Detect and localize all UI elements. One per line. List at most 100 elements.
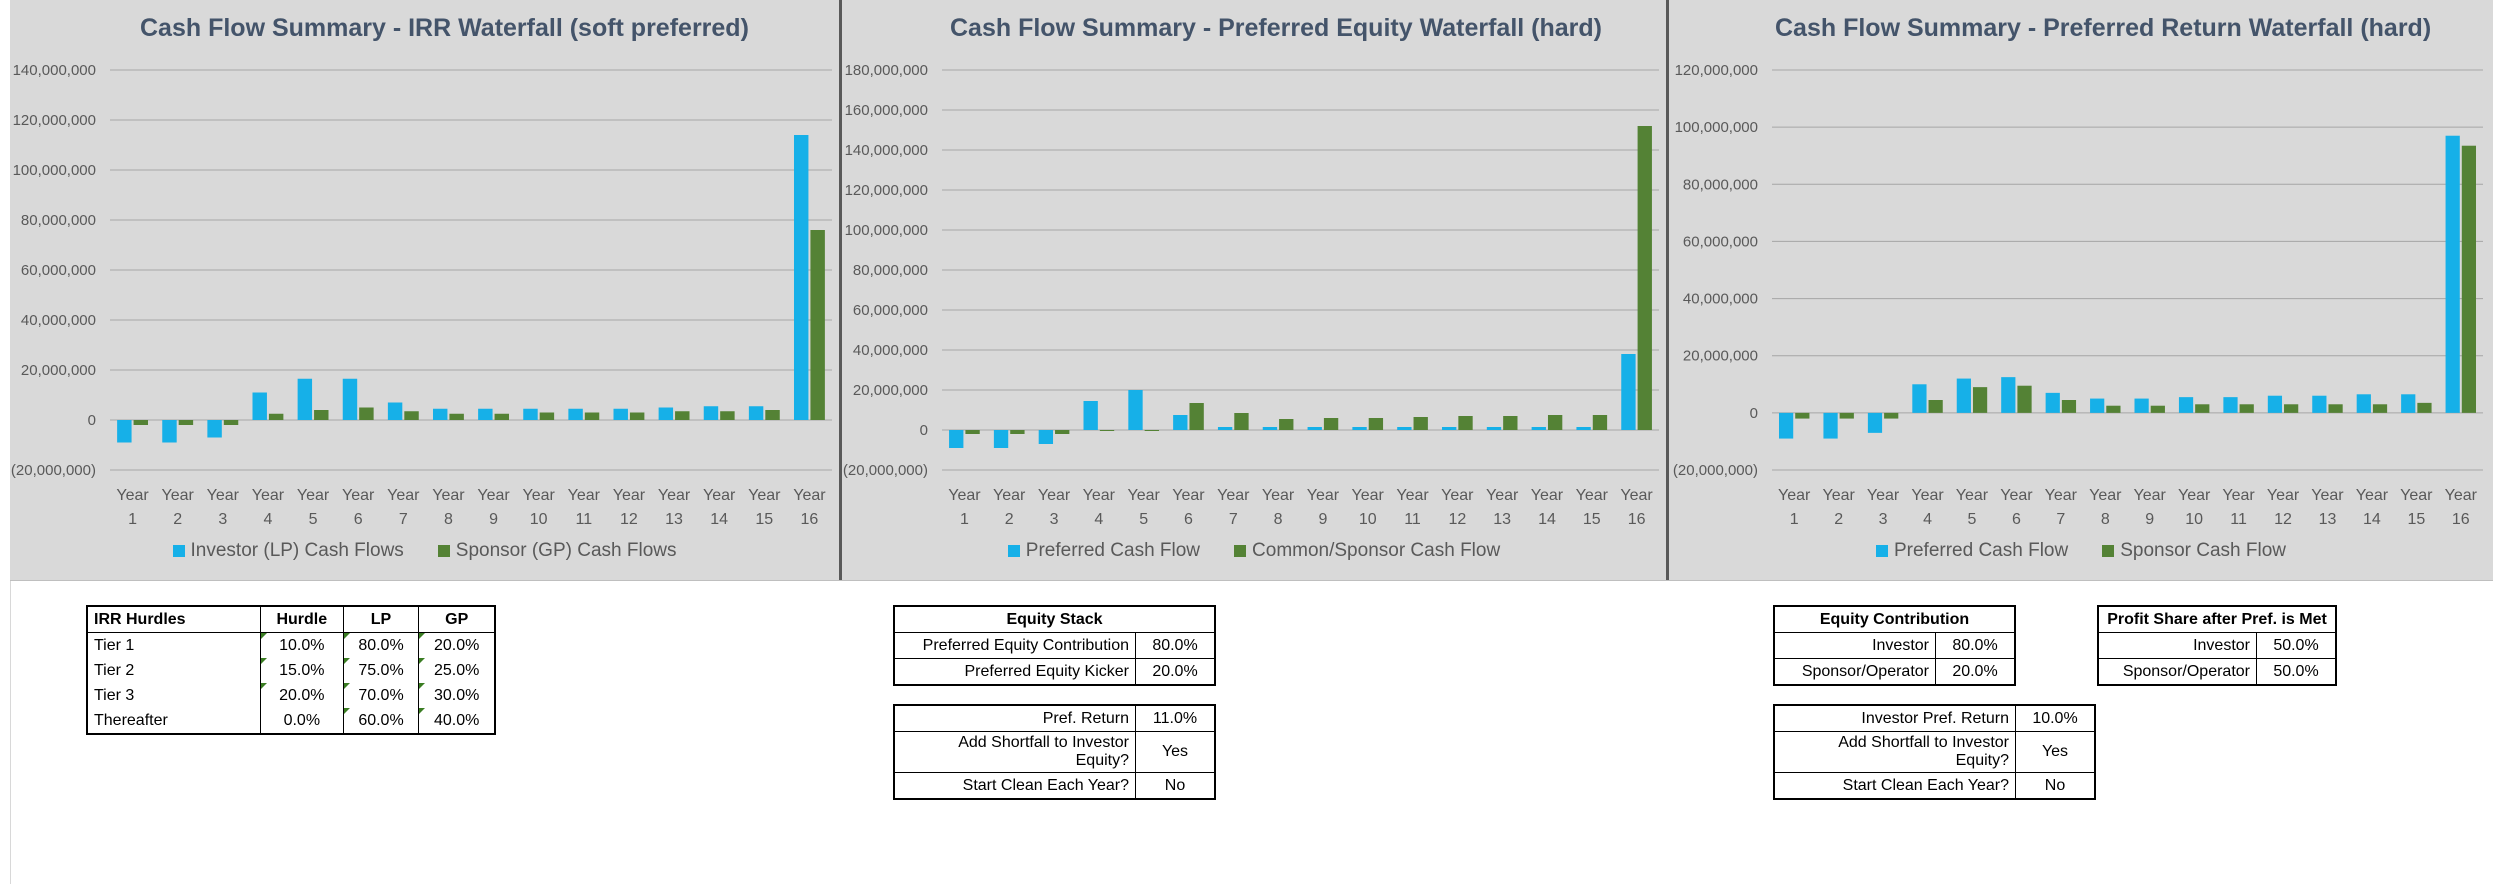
investor-pref-return-label: Investor Pref. Return: [1775, 706, 2016, 732]
x-tick-label: Year: [297, 487, 330, 504]
y-tick-label: 120,000,000: [13, 112, 96, 129]
x-tick-label: Year: [1822, 487, 1855, 504]
bar-series2: [223, 420, 239, 425]
start-clean-value[interactable]: No: [2044, 776, 2066, 794]
x-tick-label: 6: [354, 511, 363, 528]
y-tick-label: 160,000,000: [845, 102, 928, 119]
hurdle-cell[interactable]: 0.0%: [260, 708, 344, 733]
chart-plot: 180,000,000160,000,000140,000,000120,000…: [843, 62, 1659, 528]
bar-series1: [568, 408, 583, 420]
y-tick-label: 120,000,000: [845, 182, 928, 199]
bar-series2: [494, 413, 510, 420]
investor-value[interactable]: 80.0%: [1935, 632, 2014, 659]
bar-series1: [2223, 397, 2238, 413]
bar-series1: [2356, 394, 2371, 413]
equity-contribution-table: Equity Contribution Investor 80.0% Spons…: [1773, 605, 2016, 686]
add-shortfall-value[interactable]: Yes: [1135, 731, 1214, 773]
investor-value[interactable]: 50.0%: [2256, 632, 2335, 659]
hurdle-cell[interactable]: 10.0%: [260, 632, 344, 658]
sponsor-value[interactable]: 50.0%: [2273, 662, 2319, 680]
x-tick-label: Year: [2222, 487, 2255, 504]
bar-series2: [2150, 405, 2165, 413]
bar-series2: [404, 411, 419, 420]
lp-cell[interactable]: 75.0%: [343, 658, 420, 683]
legend-swatch-icon: [1007, 545, 1020, 557]
legend-item-preferred: Preferred Cash Flow: [1875, 540, 2068, 562]
bar-series2: [675, 411, 690, 420]
bar-series2: [1234, 413, 1249, 430]
x-tick-label: 4: [1923, 511, 1932, 528]
chart-title: Cash Flow Summary - Preferred Return Wat…: [1775, 14, 2432, 42]
x-tick-label: 4: [1094, 511, 1103, 528]
investor-pref-return-value[interactable]: 10.0%: [2015, 706, 2094, 732]
x-tick-label: 9: [2145, 511, 2154, 528]
irr-hurdles-table: IRR Hurdles Hurdle LP GP Tier 1 10.0% 80…: [86, 605, 496, 735]
bar-series1: [658, 407, 674, 420]
x-tick-label: 12: [620, 511, 638, 528]
x-tick-label: 8: [2101, 511, 2110, 528]
x-tick-label: Year: [1441, 487, 1474, 504]
bar-series1: [1352, 427, 1367, 430]
bar-series2: [1795, 412, 1810, 419]
x-tick-label: 1: [960, 511, 969, 528]
x-tick-label: 3: [1050, 511, 1059, 528]
sponsor-value[interactable]: 20.0%: [1952, 662, 1998, 680]
bar-series2: [1928, 400, 1943, 413]
hurdle-cell[interactable]: 15.0%: [260, 658, 344, 683]
x-tick-label: Year: [2267, 487, 2300, 504]
x-tick-label: Year: [432, 487, 465, 504]
x-tick-label: Year: [2311, 487, 2344, 504]
bar-series1: [2090, 398, 2105, 413]
x-tick-label: 5: [1968, 511, 1977, 528]
gp-cell[interactable]: 25.0%: [418, 658, 494, 683]
y-tick-label: (20,000,000): [843, 462, 928, 479]
bar-series1: [2045, 392, 2060, 413]
pref-return-value[interactable]: 11.0%: [1135, 706, 1214, 732]
sponsor-label: Sponsor/Operator: [1775, 658, 1936, 684]
y-tick-label: 140,000,000: [13, 62, 96, 79]
legend-label: Preferred Cash Flow: [1025, 540, 1201, 561]
hurdle-cell[interactable]: 20.0%: [260, 683, 344, 708]
y-tick-label: 100,000,000: [845, 222, 928, 239]
y-tick-label: 60,000,000: [853, 302, 928, 319]
investor-pref-settings-table: Investor Pref. Return 10.0% Add Shortfal…: [1773, 704, 2096, 800]
bar-series1: [342, 378, 358, 420]
y-tick-label: 100,000,000: [1675, 119, 1758, 136]
lp-cell[interactable]: 70.0%: [343, 683, 420, 708]
start-clean-value[interactable]: No: [1164, 776, 1186, 794]
chart-preferred-equity-waterfall[interactable]: Cash Flow Summary - Preferred Equity Wat…: [842, 0, 1669, 580]
chart-preferred-return-waterfall[interactable]: Cash Flow Summary - Preferred Return Wat…: [1669, 0, 2493, 580]
gp-cell[interactable]: 40.0%: [418, 708, 494, 733]
bar-series1: [1823, 412, 1838, 439]
x-tick-label: Year: [207, 487, 240, 504]
preferred-contribution-value[interactable]: 80.0%: [1135, 632, 1214, 659]
x-tick-label: 1: [1790, 511, 1799, 528]
y-tick-label: 60,000,000: [1683, 233, 1758, 250]
legend-swatch-icon: [437, 545, 450, 557]
bar-series2: [1189, 403, 1204, 430]
lp-cell[interactable]: 80.0%: [343, 632, 420, 658]
bar-series2: [629, 412, 645, 420]
chart-title: Cash Flow Summary - Preferred Equity Wat…: [950, 14, 1602, 42]
add-shortfall-value[interactable]: Yes: [2015, 731, 2094, 773]
chart-irr-waterfall[interactable]: Cash Flow Summary - IRR Waterfall (soft …: [10, 0, 842, 580]
x-tick-label: 13: [1493, 511, 1511, 528]
lp-cell[interactable]: 60.0%: [343, 708, 420, 733]
preferred-kicker-value[interactable]: 20.0%: [1152, 662, 1198, 680]
y-tick-label: 0: [1750, 405, 1758, 422]
x-tick-label: 2: [173, 511, 182, 528]
bar-series2: [765, 410, 780, 420]
bar-series2: [965, 430, 980, 434]
equity-contribution-title: Equity Contribution: [1775, 607, 2014, 633]
x-tick-label: 16: [2452, 511, 2470, 528]
profit-share-table: Profit Share after Pref. is Met Investor…: [2097, 605, 2337, 686]
bar-series2: [1972, 387, 1988, 413]
y-tick-label: 100,000,000: [13, 162, 96, 179]
gp-cell[interactable]: 30.0%: [418, 683, 494, 708]
bar-series2: [359, 407, 374, 420]
x-tick-label: Year: [387, 487, 420, 504]
gp-cell[interactable]: 20.0%: [418, 632, 494, 659]
x-tick-label: 11: [1404, 511, 1421, 528]
tier-label: Tier 3: [88, 683, 261, 708]
x-tick-label: 13: [2319, 511, 2337, 528]
